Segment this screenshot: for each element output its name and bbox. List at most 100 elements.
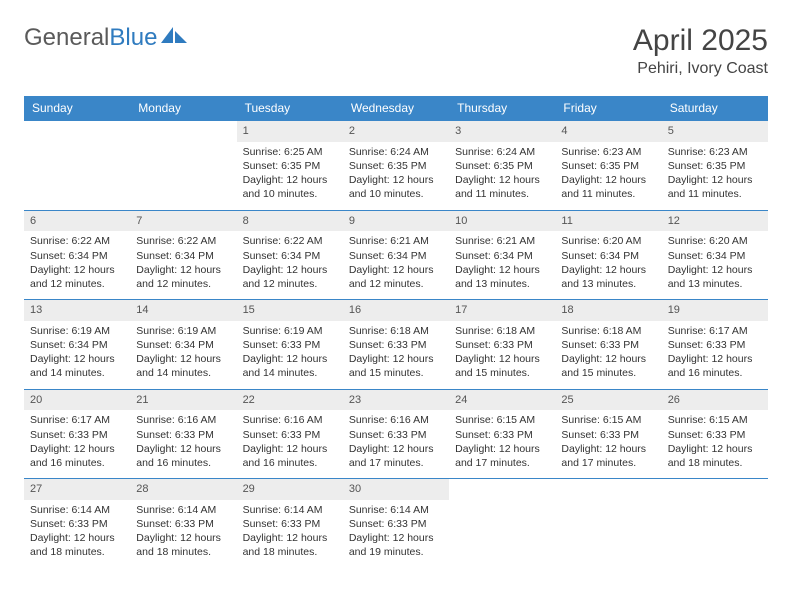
calendar-cell: ..	[449, 479, 555, 568]
sunset-value: 6:33 PM	[600, 429, 639, 441]
daylight-label: Daylight:	[349, 264, 390, 276]
weekday-header: Sunday	[24, 96, 130, 121]
weekday-header: Wednesday	[343, 96, 449, 121]
brand-part2: Blue	[109, 24, 157, 52]
day-number: 13	[24, 300, 130, 321]
weekday-header: Saturday	[662, 96, 768, 121]
sunset-label: Sunset:	[349, 160, 385, 172]
day-content: Sunrise: 6:14 AMSunset: 6:33 PMDaylight:…	[237, 500, 343, 568]
sunrise-label: Sunrise:	[136, 325, 175, 337]
day-number: 24	[449, 390, 555, 411]
sunrise-value: 6:16 AM	[284, 414, 323, 426]
calendar-cell: 18Sunrise: 6:18 AMSunset: 6:33 PMDayligh…	[555, 300, 661, 390]
sunset-label: Sunset:	[30, 339, 66, 351]
sunset-value: 6:33 PM	[281, 339, 320, 351]
day-number: 18	[555, 300, 661, 321]
brand-part1: General	[24, 24, 109, 52]
calendar-cell: ..	[130, 121, 236, 211]
weekday-header: Tuesday	[237, 96, 343, 121]
daylight-label: Daylight:	[30, 264, 71, 276]
sunset-label: Sunset:	[243, 429, 279, 441]
sunrise-label: Sunrise:	[349, 414, 388, 426]
sunrise-value: 6:19 AM	[178, 325, 217, 337]
sunset-label: Sunset:	[668, 250, 704, 262]
calendar-cell: 28Sunrise: 6:14 AMSunset: 6:33 PMDayligh…	[130, 479, 236, 568]
sunset-label: Sunset:	[668, 339, 704, 351]
sunset-value: 6:34 PM	[175, 250, 214, 262]
day-content: Sunrise: 6:17 AMSunset: 6:33 PMDaylight:…	[24, 410, 130, 478]
sunset-label: Sunset:	[243, 339, 279, 351]
daylight-label: Daylight:	[243, 443, 284, 455]
daylight-label: Daylight:	[561, 264, 602, 276]
sunset-value: 6:33 PM	[600, 339, 639, 351]
day-content: Sunrise: 6:15 AMSunset: 6:33 PMDaylight:…	[662, 410, 768, 478]
day-number: 27	[24, 479, 130, 500]
calendar-week: 13Sunrise: 6:19 AMSunset: 6:34 PMDayligh…	[24, 300, 768, 390]
sunrise-label: Sunrise:	[349, 235, 388, 247]
sunset-label: Sunset:	[136, 250, 172, 262]
calendar-cell: ..	[662, 479, 768, 568]
sunset-value: 6:34 PM	[600, 250, 639, 262]
sunrise-label: Sunrise:	[136, 504, 175, 516]
calendar-week: 6Sunrise: 6:22 AMSunset: 6:34 PMDaylight…	[24, 210, 768, 300]
day-number: 4	[555, 121, 661, 142]
daylight-label: Daylight:	[136, 353, 177, 365]
sunset-label: Sunset:	[561, 160, 597, 172]
day-number: 9	[343, 211, 449, 232]
calendar-cell: 11Sunrise: 6:20 AMSunset: 6:34 PMDayligh…	[555, 210, 661, 300]
sunset-value: 6:34 PM	[494, 250, 533, 262]
sunrise-value: 6:15 AM	[709, 414, 748, 426]
calendar-cell: 15Sunrise: 6:19 AMSunset: 6:33 PMDayligh…	[237, 300, 343, 390]
calendar-cell: 12Sunrise: 6:20 AMSunset: 6:34 PMDayligh…	[662, 210, 768, 300]
sunset-label: Sunset:	[561, 250, 597, 262]
daylight-label: Daylight:	[561, 174, 602, 186]
sunrise-value: 6:22 AM	[178, 235, 217, 247]
day-number: 23	[343, 390, 449, 411]
day-content: Sunrise: 6:15 AMSunset: 6:33 PMDaylight:…	[449, 410, 555, 478]
day-number: 16	[343, 300, 449, 321]
day-number: 11	[555, 211, 661, 232]
day-content: Sunrise: 6:19 AMSunset: 6:33 PMDaylight:…	[237, 321, 343, 389]
sunrise-value: 6:14 AM	[284, 504, 323, 516]
header: GeneralBlue April 2025 Pehiri, Ivory Coa…	[24, 24, 768, 78]
daylight-label: Daylight:	[668, 443, 709, 455]
calendar-cell: 24Sunrise: 6:15 AMSunset: 6:33 PMDayligh…	[449, 389, 555, 479]
sunset-label: Sunset:	[349, 518, 385, 530]
sunrise-label: Sunrise:	[30, 325, 69, 337]
sunset-value: 6:33 PM	[175, 429, 214, 441]
sunrise-label: Sunrise:	[455, 235, 494, 247]
day-content: Sunrise: 6:24 AMSunset: 6:35 PMDaylight:…	[449, 142, 555, 210]
sunrise-value: 6:18 AM	[497, 325, 536, 337]
day-content: Sunrise: 6:25 AMSunset: 6:35 PMDaylight:…	[237, 142, 343, 210]
day-content: Sunrise: 6:21 AMSunset: 6:34 PMDaylight:…	[343, 231, 449, 299]
sunset-value: 6:34 PM	[69, 339, 108, 351]
day-content: Sunrise: 6:22 AMSunset: 6:34 PMDaylight:…	[130, 231, 236, 299]
daylight-label: Daylight:	[668, 174, 709, 186]
day-content: Sunrise: 6:16 AMSunset: 6:33 PMDaylight:…	[130, 410, 236, 478]
day-number: 10	[449, 211, 555, 232]
day-content: Sunrise: 6:19 AMSunset: 6:34 PMDaylight:…	[24, 321, 130, 389]
weekday-header: Monday	[130, 96, 236, 121]
calendar-cell: 2Sunrise: 6:24 AMSunset: 6:35 PMDaylight…	[343, 121, 449, 211]
calendar-cell: 27Sunrise: 6:14 AMSunset: 6:33 PMDayligh…	[24, 479, 130, 568]
day-content: Sunrise: 6:16 AMSunset: 6:33 PMDaylight:…	[237, 410, 343, 478]
sunset-value: 6:33 PM	[494, 429, 533, 441]
day-number: 6	[24, 211, 130, 232]
sunrise-label: Sunrise:	[243, 235, 282, 247]
sunset-label: Sunset:	[668, 429, 704, 441]
title-block: April 2025 Pehiri, Ivory Coast	[633, 24, 768, 78]
sunset-value: 6:35 PM	[281, 160, 320, 172]
day-content: Sunrise: 6:23 AMSunset: 6:35 PMDaylight:…	[662, 142, 768, 210]
sunset-value: 6:35 PM	[387, 160, 426, 172]
sunrise-label: Sunrise:	[561, 146, 600, 158]
day-content: Sunrise: 6:21 AMSunset: 6:34 PMDaylight:…	[449, 231, 555, 299]
day-number: 5	[662, 121, 768, 142]
sunrise-value: 6:15 AM	[497, 414, 536, 426]
daylight-label: Daylight:	[30, 443, 71, 455]
calendar-cell: 6Sunrise: 6:22 AMSunset: 6:34 PMDaylight…	[24, 210, 130, 300]
sunset-value: 6:35 PM	[706, 160, 745, 172]
day-content: Sunrise: 6:22 AMSunset: 6:34 PMDaylight:…	[237, 231, 343, 299]
calendar-cell: 20Sunrise: 6:17 AMSunset: 6:33 PMDayligh…	[24, 389, 130, 479]
sunrise-value: 6:22 AM	[284, 235, 323, 247]
day-content: Sunrise: 6:18 AMSunset: 6:33 PMDaylight:…	[343, 321, 449, 389]
